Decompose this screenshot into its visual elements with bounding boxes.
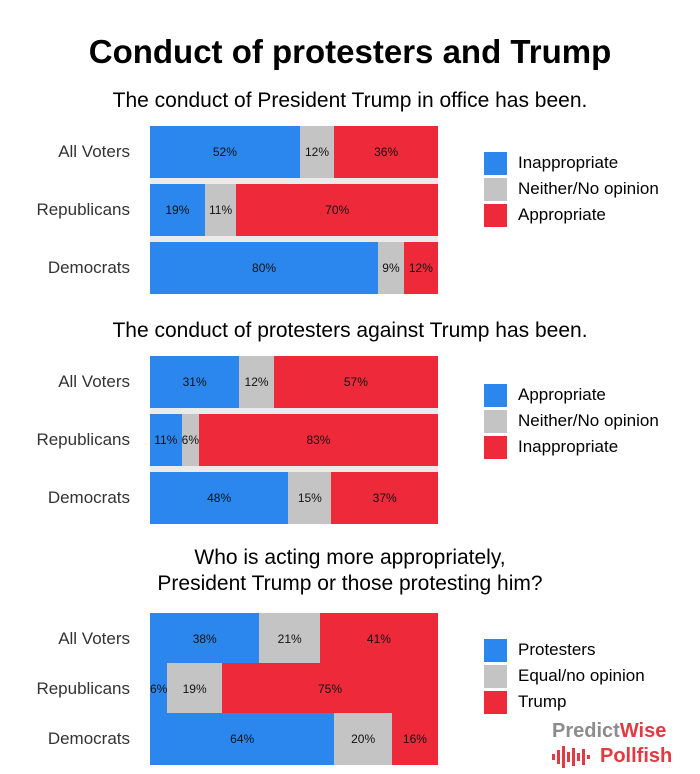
legend-swatch	[484, 409, 507, 433]
logo-pollfish: Pollfish	[600, 745, 673, 767]
bar-segment: 20%	[334, 713, 392, 765]
legend-item: Trump	[484, 689, 645, 715]
category-label: Republicans	[36, 430, 130, 449]
legend-swatch	[484, 177, 507, 201]
legend-item: Neither/No opinion	[484, 176, 659, 202]
bar-row: 64% 20% 16%	[150, 713, 438, 765]
bar-segment: 70%	[236, 184, 438, 236]
legend-label: Inappropriate	[518, 437, 619, 456]
legend-item: Appropriate	[484, 382, 659, 408]
category-label: Republicans	[36, 679, 130, 698]
bar-segment: 57%	[273, 356, 438, 408]
bar-segment: 48%	[150, 472, 289, 524]
bar-row: 80% 9% 12%	[150, 242, 438, 294]
legend-label: Equal/no opinion	[518, 666, 645, 685]
bar-segment: 12%	[403, 242, 438, 294]
category-label: All Voters	[58, 372, 130, 391]
bar-segment: 80%	[150, 242, 379, 294]
bar-segment: 12%	[299, 126, 335, 178]
legend: Protesters Equal/no opinion Trump	[484, 637, 645, 715]
logo-wise: Wise	[619, 720, 667, 742]
bar-segment: 15%	[288, 472, 332, 524]
bar-segment: 6%	[182, 414, 199, 466]
bar-segment: 36%	[334, 126, 438, 178]
category-label: All Voters	[58, 142, 130, 161]
category-label: Democrats	[47, 729, 130, 748]
bar-segment: 37%	[331, 472, 438, 524]
legend-item: Inappropriate	[484, 150, 659, 176]
bar-segment: 11%	[204, 184, 237, 236]
sound-wave-icon	[552, 746, 590, 768]
plot-panel: 31% 12% 57% 11% 6% 83% 48% 15% 37%	[150, 356, 438, 524]
bar-segment: 19%	[150, 184, 205, 236]
chart-title: The conduct of protesters against Trump …	[112, 319, 588, 342]
legend-swatch	[484, 151, 507, 175]
legend-label: Neither/No opinion	[518, 411, 659, 430]
bar-segment: 38%	[150, 613, 260, 665]
bar-row: 48% 15% 37%	[150, 472, 438, 524]
bar-segment: 9%	[378, 242, 404, 294]
legend-label: Protesters	[518, 640, 596, 659]
legend-swatch	[484, 203, 507, 227]
bar-segment: 6%	[150, 663, 167, 715]
predictwise-pollfish-logo: PredictWise Pollfish	[552, 720, 692, 770]
legend-swatch	[484, 638, 507, 662]
bar-segment: 75%	[221, 663, 438, 715]
bar-segment: 11%	[150, 414, 182, 466]
legend-swatch	[484, 690, 507, 714]
bar-segment: 19%	[167, 663, 222, 715]
legend-label: Trump	[518, 692, 567, 711]
legend-item: Protesters	[484, 637, 645, 663]
bar-segment: 52%	[150, 126, 300, 178]
logo-wordmark-top: PredictWise	[552, 720, 666, 742]
legend-item: Equal/no opinion	[484, 663, 645, 689]
bar-segment: 12%	[239, 356, 274, 408]
legend: Appropriate Neither/No opinion Inappropria…	[484, 382, 659, 460]
logo-predict: Predict	[552, 720, 620, 742]
legend-label: Appropriate	[518, 205, 606, 224]
legend-swatch	[484, 435, 507, 459]
bar-segment: 21%	[259, 613, 320, 665]
plot-panel: 52% 12% 36% 19% 11% 70% 80% 9% 12%	[150, 126, 438, 294]
chart-title: Who is acting more appropriately, Presid…	[157, 546, 543, 595]
bar-segment: 16%	[391, 713, 438, 765]
bar-row: 52% 12% 36%	[150, 126, 438, 178]
bar-segment: 31%	[150, 356, 240, 408]
legend-label: Appropriate	[518, 385, 606, 404]
category-label: Democrats	[47, 488, 130, 507]
legend-swatch	[484, 383, 507, 407]
plot-panel: 38% 21% 41% 6% 19% 75% 64% 20% 16%	[150, 613, 438, 765]
legend-item: Appropriate	[484, 202, 659, 228]
legend-item: Neither/No opinion	[484, 408, 659, 434]
bar-row: 38% 21% 41%	[150, 613, 438, 665]
bar-segment: 64%	[150, 713, 335, 765]
bar-row: 19% 11% 70%	[150, 184, 438, 236]
legend-item: Inappropriate	[484, 434, 659, 460]
category-label: Republicans	[36, 200, 130, 219]
category-label: Democrats	[47, 258, 130, 277]
legend-swatch	[484, 664, 507, 688]
bar-row: 6% 19% 75%	[150, 663, 438, 715]
bar-row: 11% 6% 83%	[150, 414, 438, 466]
bar-row: 31% 12% 57%	[150, 356, 438, 408]
legend-label: Neither/No opinion	[518, 179, 659, 198]
bar-segment: 41%	[319, 613, 438, 665]
legend: Inappropriate Neither/No opinion Appropria…	[484, 150, 659, 228]
category-label: All Voters	[58, 629, 130, 648]
legend-label: Inappropriate	[518, 153, 619, 172]
main-title: Conduct of protesters and Trump	[88, 33, 612, 70]
bar-segment: 83%	[198, 414, 438, 466]
chart-title: The conduct of President Trump in office…	[112, 89, 588, 112]
